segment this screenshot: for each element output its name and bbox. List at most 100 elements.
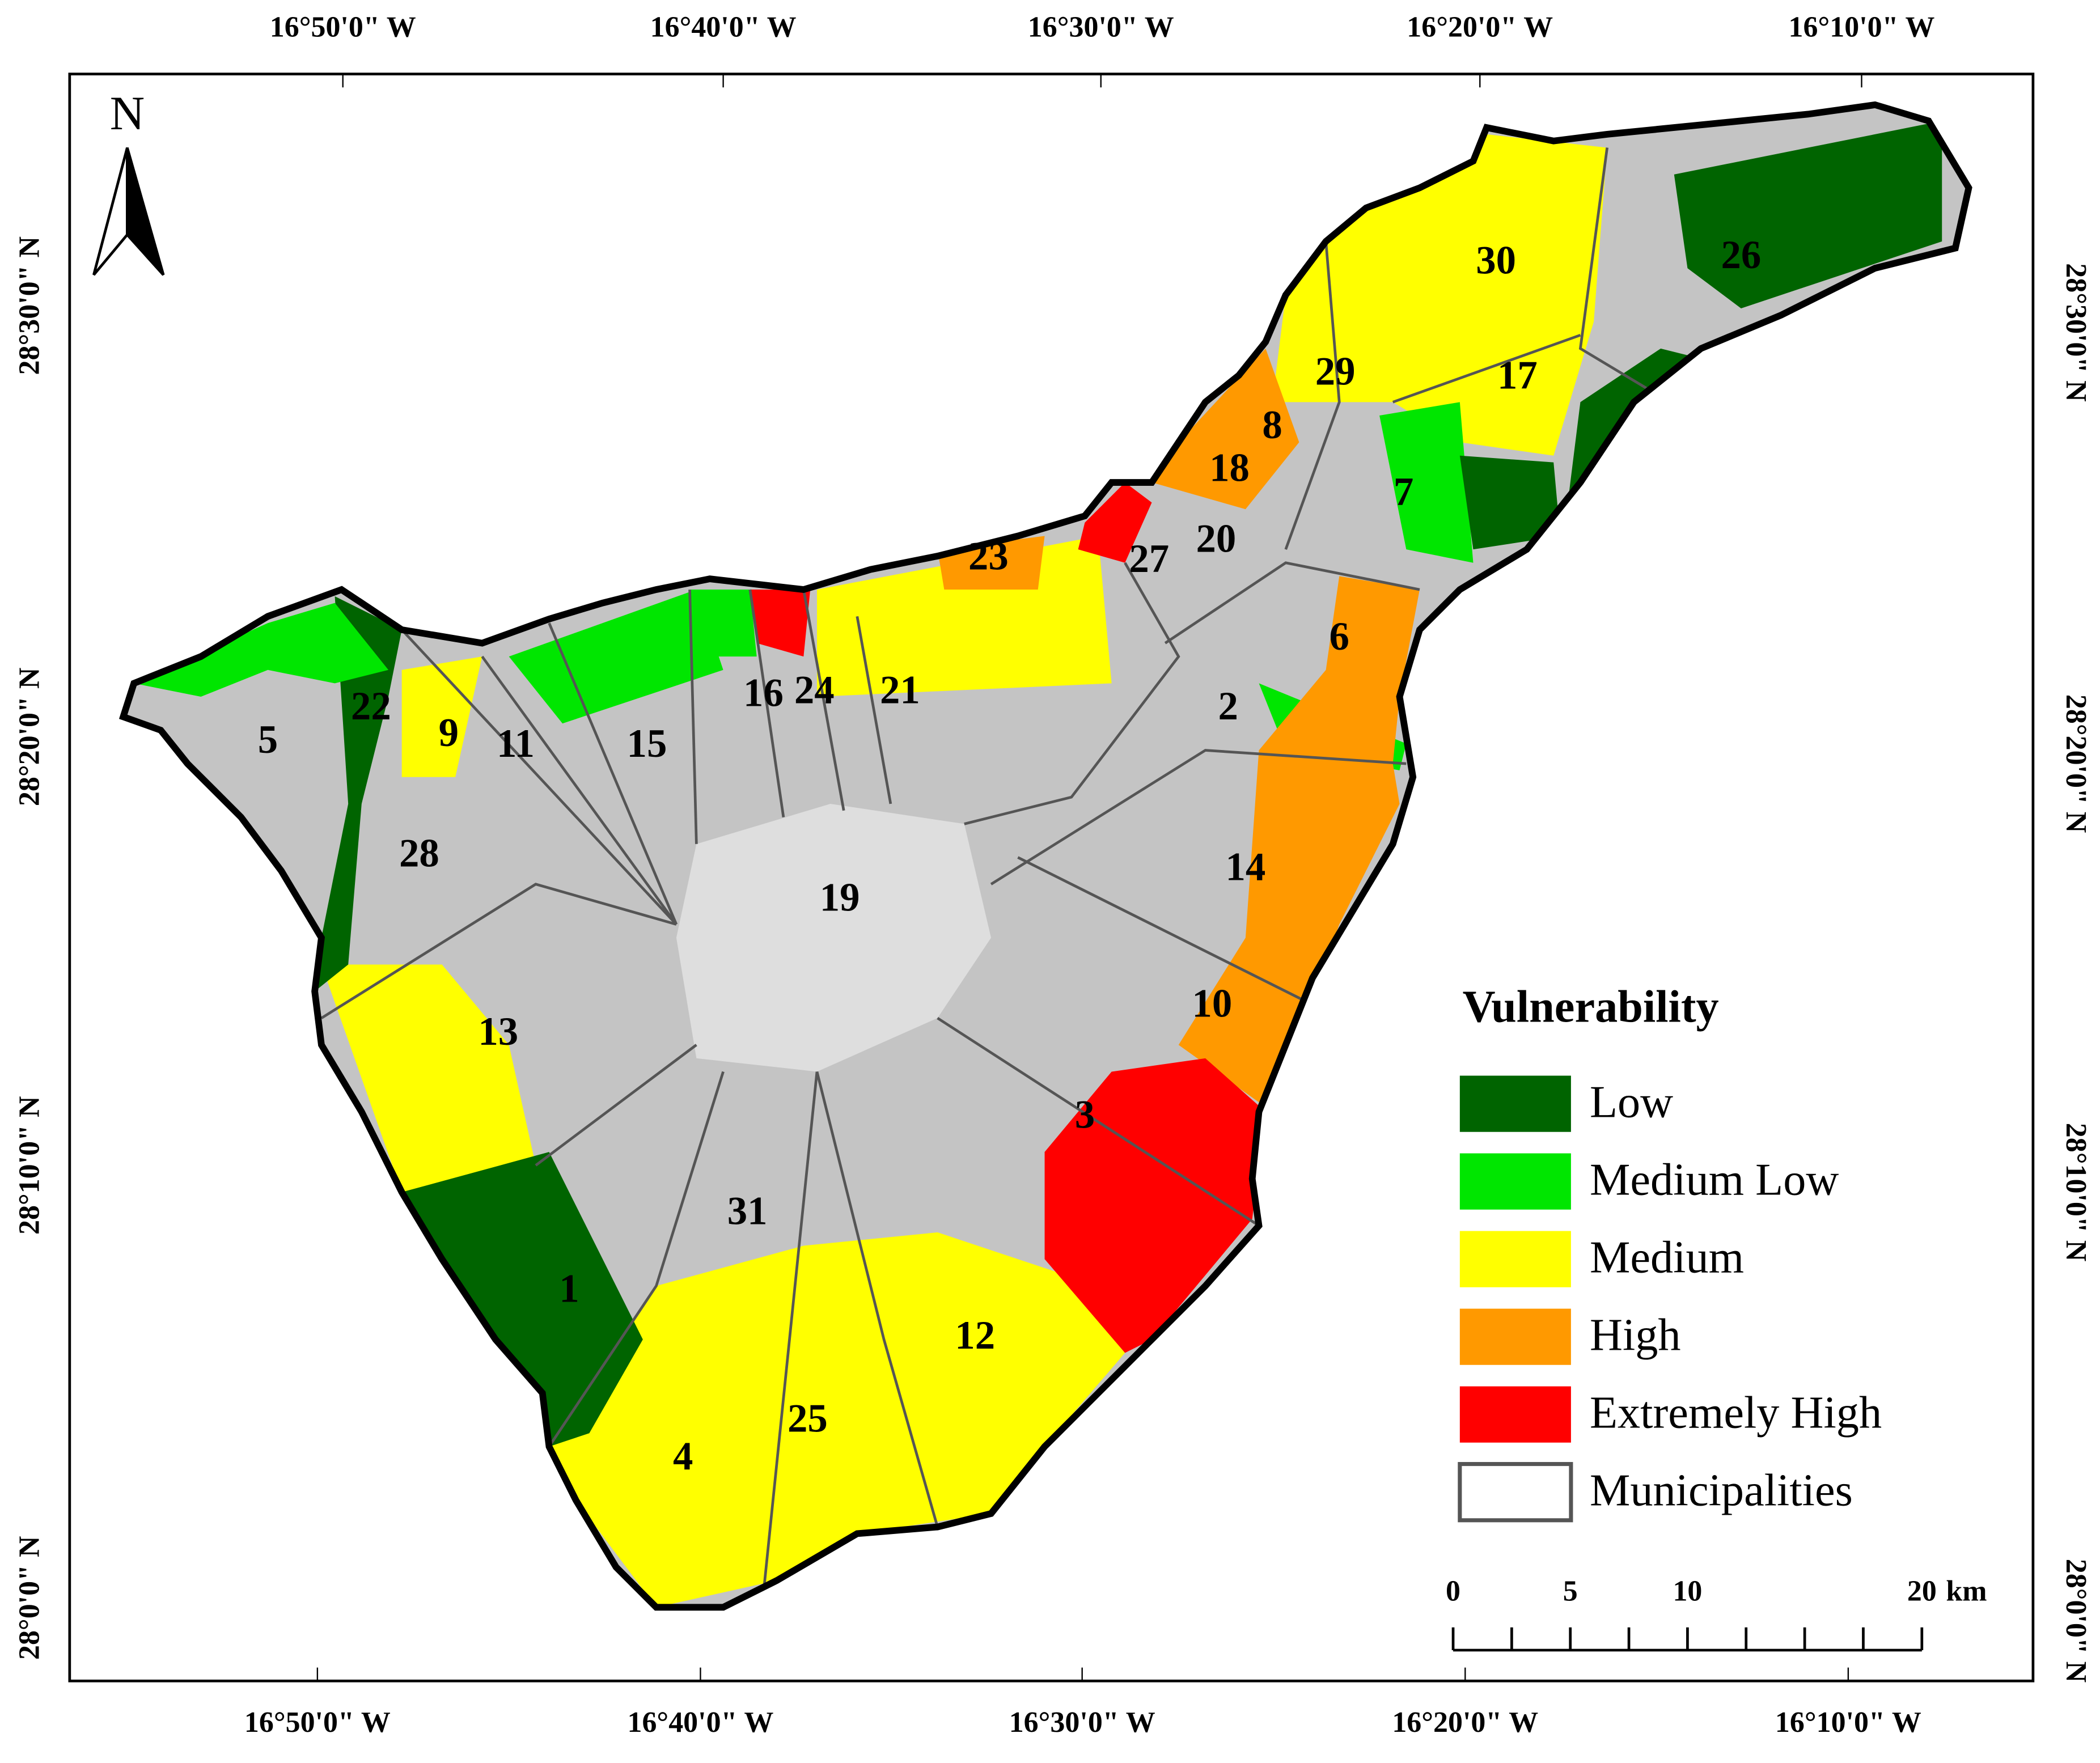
legend-swatch <box>1459 1231 1571 1287</box>
municipality-boundary <box>1392 333 1581 404</box>
legend-swatch <box>1459 1308 1571 1365</box>
bottom-axis-label: 16°40'0" W <box>627 1706 773 1739</box>
municipality-boundary <box>320 883 677 1019</box>
municipality-label: 13 <box>478 1010 518 1054</box>
vulnerability-zone <box>1151 348 1299 510</box>
vulnerability-zone <box>1379 402 1474 563</box>
vulnerability-zone <box>689 590 757 657</box>
north-label: N <box>110 87 145 140</box>
municipality-label: 22 <box>351 684 391 728</box>
municipality-boundary <box>815 1071 939 1528</box>
municipality-label: 8 <box>1262 403 1282 447</box>
top-axis-label: 16°20'0" W <box>1407 11 1553 44</box>
summit <box>676 803 992 1072</box>
left-axis-label: 28°0'0" N <box>14 1536 46 1660</box>
municipality-label: 30 <box>1476 238 1516 282</box>
municipality-label: 17 <box>1497 353 1538 397</box>
top-axis-label: 16°10'0" W <box>1789 11 1935 44</box>
municipality-label: 20 <box>1196 517 1236 561</box>
municipality-boundary <box>1017 856 1314 1006</box>
municipality-label: 19 <box>820 876 860 920</box>
municipality-label: 3 <box>1075 1092 1095 1137</box>
vulnerability-zone <box>750 590 811 657</box>
municipality-label: 4 <box>673 1434 693 1478</box>
scale-label: 5 <box>1563 1575 1578 1608</box>
municipality-label: 23 <box>968 534 1009 578</box>
vulnerability-zone <box>509 590 723 724</box>
municipality-boundary <box>748 589 785 817</box>
legend-title: Vulnerability <box>1463 982 1719 1032</box>
municipality-label: 14 <box>1225 845 1265 889</box>
vulnerability-zone <box>321 964 536 1193</box>
municipality-label: 10 <box>1192 981 1232 1025</box>
municipality-label: 9 <box>439 711 459 755</box>
right-axis-label: 28°0'0" N <box>2060 1559 2092 1683</box>
municipality-boundary <box>481 655 678 925</box>
municipality-label: 27 <box>1129 537 1169 581</box>
top-axis-label: 16°50'0" W <box>270 11 416 44</box>
vulnerability-zone <box>1078 482 1152 563</box>
scale-label: 10 <box>1673 1575 1702 1608</box>
right-axis-label: 28°30'0" N <box>2060 263 2092 401</box>
vulnerability-zone <box>401 1152 643 1447</box>
municipality-label: 24 <box>794 668 835 713</box>
top-axis-label: 16°40'0" W <box>650 11 797 44</box>
scale-unit: km <box>1946 1575 1987 1608</box>
municipality-boundary <box>535 1044 697 1167</box>
bottom-axis-label: 16°50'0" W <box>244 1706 391 1739</box>
municipality-boundary <box>548 1071 725 1448</box>
right-axis-label: 28°10'0" N <box>2060 1123 2092 1261</box>
municipality-label: 15 <box>627 722 667 766</box>
vulnerability-zone <box>1459 455 1561 550</box>
vulnerability-zone <box>1674 121 1942 308</box>
right-axis-label: 28°20'0" N <box>2060 694 2092 833</box>
municipality-boundary <box>1284 241 1341 550</box>
municipality-boundary <box>964 562 1180 825</box>
municipality-label: 1 <box>559 1266 579 1311</box>
municipality-label: 18 <box>1209 446 1250 490</box>
municipality-label: 2 <box>1218 684 1238 728</box>
municipality-label: 21 <box>880 668 920 713</box>
municipality-label: 25 <box>787 1397 828 1441</box>
municipality-boundary <box>548 622 678 925</box>
vulnerability-zone <box>401 656 482 777</box>
municipality-label: 29 <box>1315 349 1356 393</box>
legend-label: Medium <box>1590 1232 1744 1282</box>
top-axis-label: 16°30'0" W <box>1028 11 1174 44</box>
municipality-boundary <box>990 749 1407 885</box>
left-axis-label: 28°30'0" N <box>14 236 46 375</box>
bottom-axis-label: 16°10'0" W <box>1775 1706 1921 1739</box>
scale-label: 0 <box>1446 1575 1460 1608</box>
scale-label: 20 <box>1907 1575 1937 1608</box>
municipality-boundary <box>400 629 678 926</box>
vulnerability-zone <box>315 596 402 991</box>
municipality-boundary <box>1164 561 1420 645</box>
legend-label: High <box>1590 1309 1681 1360</box>
island-outline <box>118 101 1972 1611</box>
legend-swatch <box>1459 1153 1571 1210</box>
municipality-boundary <box>688 589 698 844</box>
municipality-label: 5 <box>258 718 278 762</box>
municipality-boundary <box>762 1071 819 1594</box>
legend-label: Medium Low <box>1590 1154 1839 1205</box>
municipality-label: 11 <box>497 722 535 766</box>
municipality-label: 28 <box>399 832 439 876</box>
municipality-boundary <box>856 616 892 804</box>
left-axis-label: 28°20'0" N <box>14 668 46 806</box>
municipality-label: 12 <box>955 1313 995 1358</box>
bottom-axis-label: 16°30'0" W <box>1009 1706 1155 1739</box>
municipality-boundary <box>802 589 845 811</box>
municipality-label: 26 <box>1721 233 1761 277</box>
legend-label: Municipalities <box>1590 1465 1853 1515</box>
municipality-boundary <box>937 1016 1260 1227</box>
legend-swatch <box>1458 1462 1573 1523</box>
vulnerability-zone <box>1044 1058 1266 1353</box>
municipality-label: 7 <box>1394 470 1413 514</box>
municipality-label: 6 <box>1330 614 1349 659</box>
municipality-label: 16 <box>743 671 784 715</box>
municipality-boundary <box>1578 147 1648 390</box>
legend-label: Low <box>1590 1077 1673 1127</box>
legend-swatch <box>1459 1075 1571 1132</box>
